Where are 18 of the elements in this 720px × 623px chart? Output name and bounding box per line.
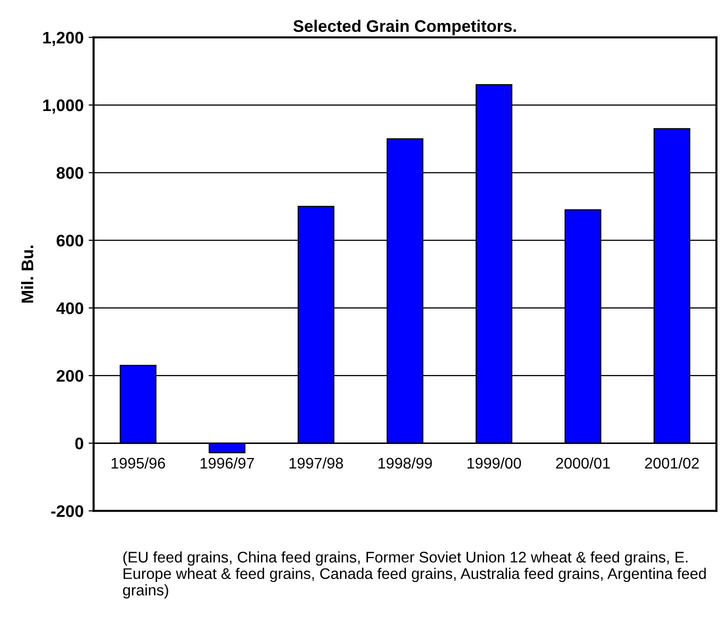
x-tick-label: 2001/02 (645, 457, 699, 469)
y-tick-label: 0 (75, 438, 84, 450)
chart-title: Selected Grain Competitors. (293, 20, 516, 36)
text: (EU feed grains, China feed grains, Former Soviet Union 12 wheat & feed grains, E. Europe wheat & feed grains, Canada feed grains, Australia feed grains, Argentina feed grains) (123, 551, 706, 599)
y-tick-label: -200 (51, 505, 84, 518)
y-tick-label: 200 (56, 370, 84, 382)
x-tick-label: 1996/97 (200, 457, 254, 469)
y-tick-label: 1,000 (43, 99, 84, 114)
x-tick-label: 1999/00 (468, 457, 521, 469)
y-tick-label: 1,200 (43, 32, 84, 46)
y-tick-label: 600 (56, 234, 84, 247)
x-tick-label: 1998/99 (378, 457, 432, 469)
y-axis-title: Mil. Bu. (21, 246, 34, 303)
y-tick-label: 800 (56, 167, 84, 179)
x-tick-label: 1995/96 (112, 457, 166, 469)
y-tick-label: 400 (56, 302, 84, 314)
x-tick-label: 1997/98 (290, 457, 343, 469)
x-tick-label: 2000/01 (556, 457, 610, 469)
